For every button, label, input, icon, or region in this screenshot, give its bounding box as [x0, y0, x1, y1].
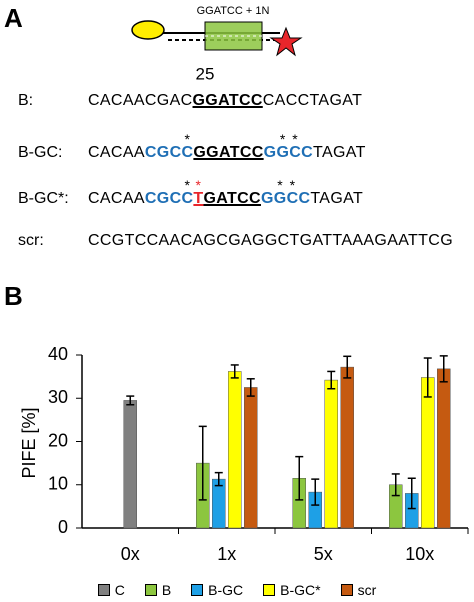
sequence-segment: C [298, 190, 311, 207]
asterisk: * [277, 177, 284, 193]
error-bar [439, 355, 448, 383]
legend-label: scr [357, 582, 377, 598]
legend-item: C [97, 582, 125, 598]
sequence-segment: T * [193, 177, 204, 207]
sequence-segment: CGC [144, 144, 182, 161]
sequence-segment: CACCTAGAT [262, 92, 363, 109]
star-marker [269, 26, 303, 57]
bar [212, 478, 226, 529]
bar [228, 371, 242, 529]
legend-swatch [97, 584, 110, 596]
sequence-name: B-GC: [18, 144, 63, 161]
legend-label: B-GC [208, 582, 244, 598]
sequence-segment: CCGTCCAACAGCGAGGCTGATTAAAGAATTCG [88, 232, 453, 249]
sequence: CACAACGCC * T * GATCCGG * C * CTAGAT [88, 177, 364, 208]
sequence-segment: CGC [144, 190, 182, 207]
x-tick-label: 0x [121, 544, 140, 564]
y-tick-label: 20 [48, 430, 68, 450]
sequence-name: scr: [18, 232, 44, 249]
sequence-segment: G * [276, 131, 290, 161]
legend-swatch [263, 584, 276, 596]
error-bar [126, 395, 135, 406]
bar [324, 379, 338, 529]
legend-item: B [144, 582, 172, 598]
sequence-segment: GATCC [203, 190, 261, 207]
site-box [204, 21, 263, 51]
error-bar [327, 370, 336, 390]
y-axis-label: PIFE [%] [19, 407, 39, 478]
sequence: CACAACGCC * GGATCCGG * C * CTAGAT [88, 131, 366, 162]
error-bar [246, 378, 255, 397]
legend-label: B [161, 582, 172, 598]
sequence-segment: GGATCC [192, 92, 263, 109]
error-bar [198, 425, 207, 501]
sequence-segment: C * [181, 177, 194, 207]
error-bar [230, 364, 239, 379]
asterisk: * [184, 177, 191, 193]
legend-item: scr [340, 582, 377, 598]
sequence-segment: GGATCC [193, 144, 264, 161]
sequence: CACAACGACGGATCCCACCTAGAT [88, 92, 362, 110]
error-bar [311, 478, 320, 506]
dye-marker [131, 20, 165, 40]
sequence-segment: G * [273, 177, 287, 207]
sequence-segment: C * [181, 131, 194, 161]
length-label: 25 [196, 64, 215, 83]
bar [421, 377, 435, 529]
asterisk: * [289, 177, 296, 193]
asterisk: * [279, 131, 286, 147]
bar [244, 387, 258, 529]
bar [437, 368, 451, 529]
legend-swatch [340, 584, 353, 596]
legend-item: B-GC [191, 582, 243, 598]
error-bar [407, 477, 416, 510]
x-tick-label: 5x [314, 544, 333, 564]
bar [340, 366, 354, 529]
error-bar [214, 471, 223, 487]
error-bar [423, 357, 432, 398]
sequence-segment: TAGAT [310, 190, 364, 207]
chart: B PIFE [%] 0 10 20 30 40 0x 1x 5x 10x [4, 281, 469, 564]
asterisk: * [184, 131, 191, 147]
sequence-segment: CACAA [88, 144, 145, 161]
sequence: CCGTCCAACAGCGAGGCTGATTAAAGAATTCG [88, 232, 453, 250]
error-bar [343, 355, 352, 379]
panel-label: B [4, 281, 23, 311]
legend-label: B-GC* [280, 582, 321, 598]
y-tick-label: 30 [48, 387, 68, 407]
y-tick-label: 10 [48, 474, 68, 494]
asterisk: * [195, 177, 202, 193]
error-bar [391, 473, 400, 497]
sequence-segment: G [263, 144, 277, 161]
construct-diagram: A GGATCC + 1N 25 [4, 3, 303, 83]
sequence-segment: G [260, 190, 274, 207]
y-tick-label: 40 [48, 344, 68, 364]
legend-swatch [191, 584, 204, 596]
site-label: GGATCC + 1N [197, 5, 270, 17]
bar [123, 400, 137, 529]
sequence-segment: TAGAT [313, 144, 366, 161]
sequence-segment: C * [286, 177, 299, 207]
sequence-segment: CACAA [88, 190, 145, 207]
y-tick-label: 0 [58, 517, 68, 537]
sequence-segment: CACAACGAC [88, 92, 193, 109]
x-tick-label: 1x [217, 544, 236, 564]
sequence-segment: C * [289, 131, 302, 161]
legend-item: B-GC* [263, 582, 321, 598]
legend-label: C [114, 582, 125, 598]
sequence-name: B-GC*: [18, 190, 69, 207]
error-bar [295, 455, 304, 501]
asterisk: * [292, 131, 299, 147]
legend-swatch [144, 584, 157, 596]
sequence-segment: C [301, 144, 314, 161]
x-tick-label: 10x [405, 544, 434, 564]
sequence-name: B: [18, 92, 34, 109]
panel-label: A [4, 3, 23, 33]
legend: C B B-GC B-GC* scr [0, 582, 474, 598]
